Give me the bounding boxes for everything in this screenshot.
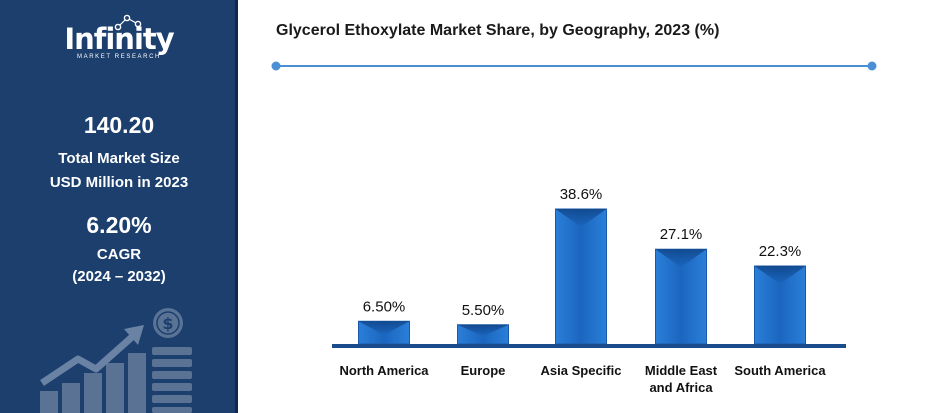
bar-rect	[555, 208, 607, 345]
bar-chart: 6.50% 5.50% 38.6% 27.1% 22.3% North America E…	[271, 61, 877, 395]
bar-5	[754, 265, 806, 345]
value-label: 38.6%	[560, 186, 603, 203]
bar-3	[555, 208, 607, 345]
logo-network-icon	[114, 14, 142, 31]
category-label: Asia Specific	[541, 363, 622, 378]
category-label: Europe	[461, 363, 506, 378]
bar-1	[358, 320, 410, 345]
dollar-coin-icon: $	[153, 308, 183, 338]
bar-cap	[754, 266, 806, 285]
bar-4	[655, 248, 707, 345]
bar-cap	[655, 249, 707, 268]
sidebar-edge	[235, 0, 238, 413]
market-size-label: Total Market Size	[58, 150, 180, 167]
category-label: and Africa	[649, 380, 713, 395]
market-size-value: 140.20	[83, 112, 155, 138]
bar-cap	[457, 324, 509, 337]
value-label: 27.1%	[660, 226, 703, 243]
logo-subtext: MARKET RESEARCH	[77, 54, 161, 60]
category-label: South America	[734, 363, 826, 378]
growth-illustration: $	[40, 308, 192, 413]
x-axis-line	[332, 344, 846, 348]
cagr-value: 6.20%	[86, 212, 152, 238]
logo-text: Infinity	[64, 22, 174, 56]
cagr-period: (2024 – 2032)	[72, 268, 166, 285]
logo: Infinity MARKET RESEARCH	[0, 22, 238, 60]
bar-cap	[358, 321, 410, 335]
bars-group: 6.50% 5.50% 38.6% 27.1% 22.3%	[358, 186, 806, 345]
bar-2	[457, 324, 509, 345]
svg-text:$: $	[162, 314, 173, 333]
bar-growth-icon	[40, 347, 192, 413]
cagr-label: CAGR	[96, 246, 142, 263]
value-label: 6.50%	[363, 298, 406, 315]
value-label: 5.50%	[462, 302, 505, 319]
chart-title: Glycerol Ethoxylate Market Share, by Geo…	[276, 22, 720, 39]
category-label: Middle East	[645, 363, 718, 378]
sidebar-panel: Infinity MARKET RESEARCH 140.20 Total Ma…	[0, 0, 238, 413]
bar-cap	[555, 209, 607, 227]
growth-arrow-icon	[40, 325, 144, 386]
market-size-unit: USD Million in 2023	[49, 174, 189, 191]
category-labels: North America Europe Asia Specific Middle E…	[339, 363, 826, 395]
value-label: 22.3%	[759, 243, 802, 260]
title-divider	[271, 61, 877, 71]
category-label: North America	[339, 363, 429, 378]
